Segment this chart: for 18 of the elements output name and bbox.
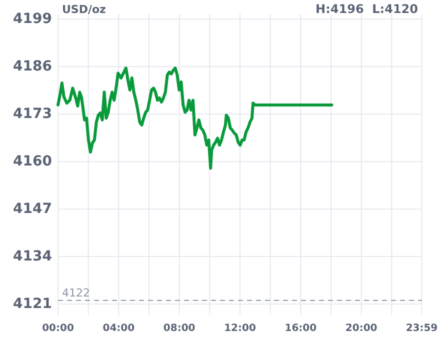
y-tick-label: 4186 <box>13 58 52 74</box>
x-tick-label: 12:00 <box>224 323 256 334</box>
x-tick-label: 23:59 <box>406 323 438 334</box>
y-tick-label: 4147 <box>13 200 52 217</box>
annotation: H:4196 L:4120 <box>316 2 418 16</box>
y-tick-label: 4199 <box>13 10 52 27</box>
x-tick-label: 16:00 <box>284 323 317 334</box>
x-tick-label: 00:00 <box>42 323 74 334</box>
y-tick-label: 4173 <box>13 106 52 122</box>
x-tick-label: 20:00 <box>345 323 378 334</box>
x-tick-label: 08:00 <box>163 323 196 334</box>
y-tick-label: 4121 <box>13 296 52 312</box>
ref-line-label: 4122 <box>62 286 90 300</box>
x-tick-label: 04:00 <box>102 323 135 334</box>
line-series <box>56 66 334 170</box>
y-tick-label: 4134 <box>13 248 52 264</box>
y-tick-label: 4160 <box>13 153 52 170</box>
annotation: USD/oz <box>62 3 106 16</box>
